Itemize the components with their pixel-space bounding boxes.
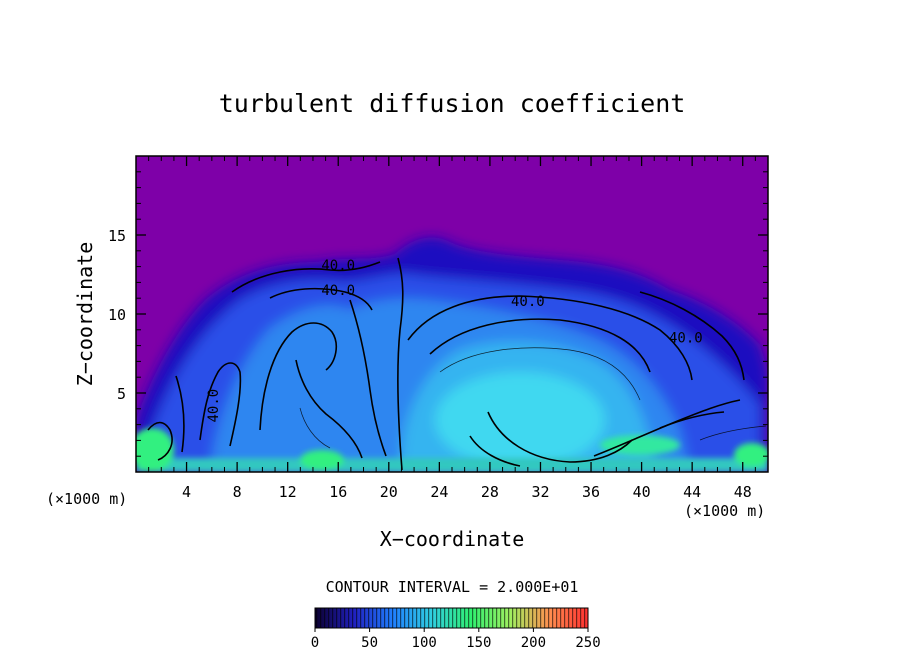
surface-patch-far-right [734,443,768,467]
x-tick-label: 16 [329,483,347,501]
contour-label: 40.0 [321,258,355,274]
colorbar-tick-label: 0 [311,635,319,651]
x-tick-label: 32 [531,483,549,501]
x-tick-label: 40 [633,483,651,501]
field-core-bright [435,372,605,468]
contour-line [349,299,387,457]
colorbar-tick-label: 200 [521,635,546,651]
contour-line [659,411,725,429]
surface-band [136,458,768,472]
contour-line [147,421,173,461]
surface-patch-right [600,435,680,455]
contour-line [487,411,633,463]
contour-line [269,287,373,311]
contour-line [429,318,651,373]
surface-patch-center [300,450,344,470]
x-tick-label: 48 [734,483,752,501]
y-axis: 5 10 15 [108,171,768,457]
turbulence-field [136,237,768,472]
surface-patch-left [136,428,174,472]
contour-label: 40.0 [321,283,355,299]
x-tick-label: 12 [279,483,297,501]
contour-label: 40.0 [206,389,222,423]
x-tick-label: 44 [683,483,701,501]
contour-line [175,375,185,453]
contour-labels: 40.0 40.0 40.0 40.0 40.0 [206,258,703,423]
contour-line [199,362,242,447]
x-unit-left: (×1000 m) [46,490,127,508]
x-tick-label: 4 [182,483,191,501]
x-axis: 4 8 12 16 20 24 28 32 36 40 44 48 [148,156,756,501]
contour-line [469,435,521,467]
contour-line [439,347,641,401]
colorbar-tick-label: 150 [466,635,491,651]
contour-line [407,295,693,381]
x-tick-label: 36 [582,483,600,501]
x-tick-label: 20 [380,483,398,501]
y-axis-title: Z−coordinate [73,242,97,387]
contour-line [259,322,338,431]
contour-thin-lines [299,347,767,449]
contour-line [397,257,404,471]
colorbar-stripes [315,608,588,628]
contour-line [231,261,381,293]
contour-line [295,359,363,459]
y-tick-label: 5 [117,385,126,403]
colorbar-tick-label: 250 [575,635,600,651]
colorbar-tick-label: 50 [361,635,378,651]
x-tick-label: 8 [233,483,242,501]
x-unit-right: (×1000 m) [684,502,765,520]
contour-interval-text: CONTOUR INTERVAL = 2.000E+01 [326,578,579,596]
chart-title: turbulent diffusion coefficient [219,89,686,118]
y-tick-label: 15 [108,227,126,245]
plot-area: 40.0 40.0 40.0 40.0 40.0 [136,156,768,472]
contour-label: 40.0 [511,294,545,310]
contour-line [639,291,745,381]
colorbar-ticks: 0 50 100 150 200 250 [311,628,601,651]
x-axis-title: X−coordinate [380,527,525,551]
contour-line [593,399,741,457]
contour-line [699,425,767,441]
contour-line [299,407,331,449]
colorbar-tick-label: 100 [412,635,437,651]
colorbar-frame [314,607,589,629]
contour-lines [147,257,745,471]
contour-label: 40.0 [669,330,703,346]
colorbar: 0 50 100 150 200 250 [311,607,601,651]
y-tick-label: 10 [108,306,126,324]
x-tick-label: 24 [430,483,448,501]
x-tick-label: 28 [481,483,499,501]
